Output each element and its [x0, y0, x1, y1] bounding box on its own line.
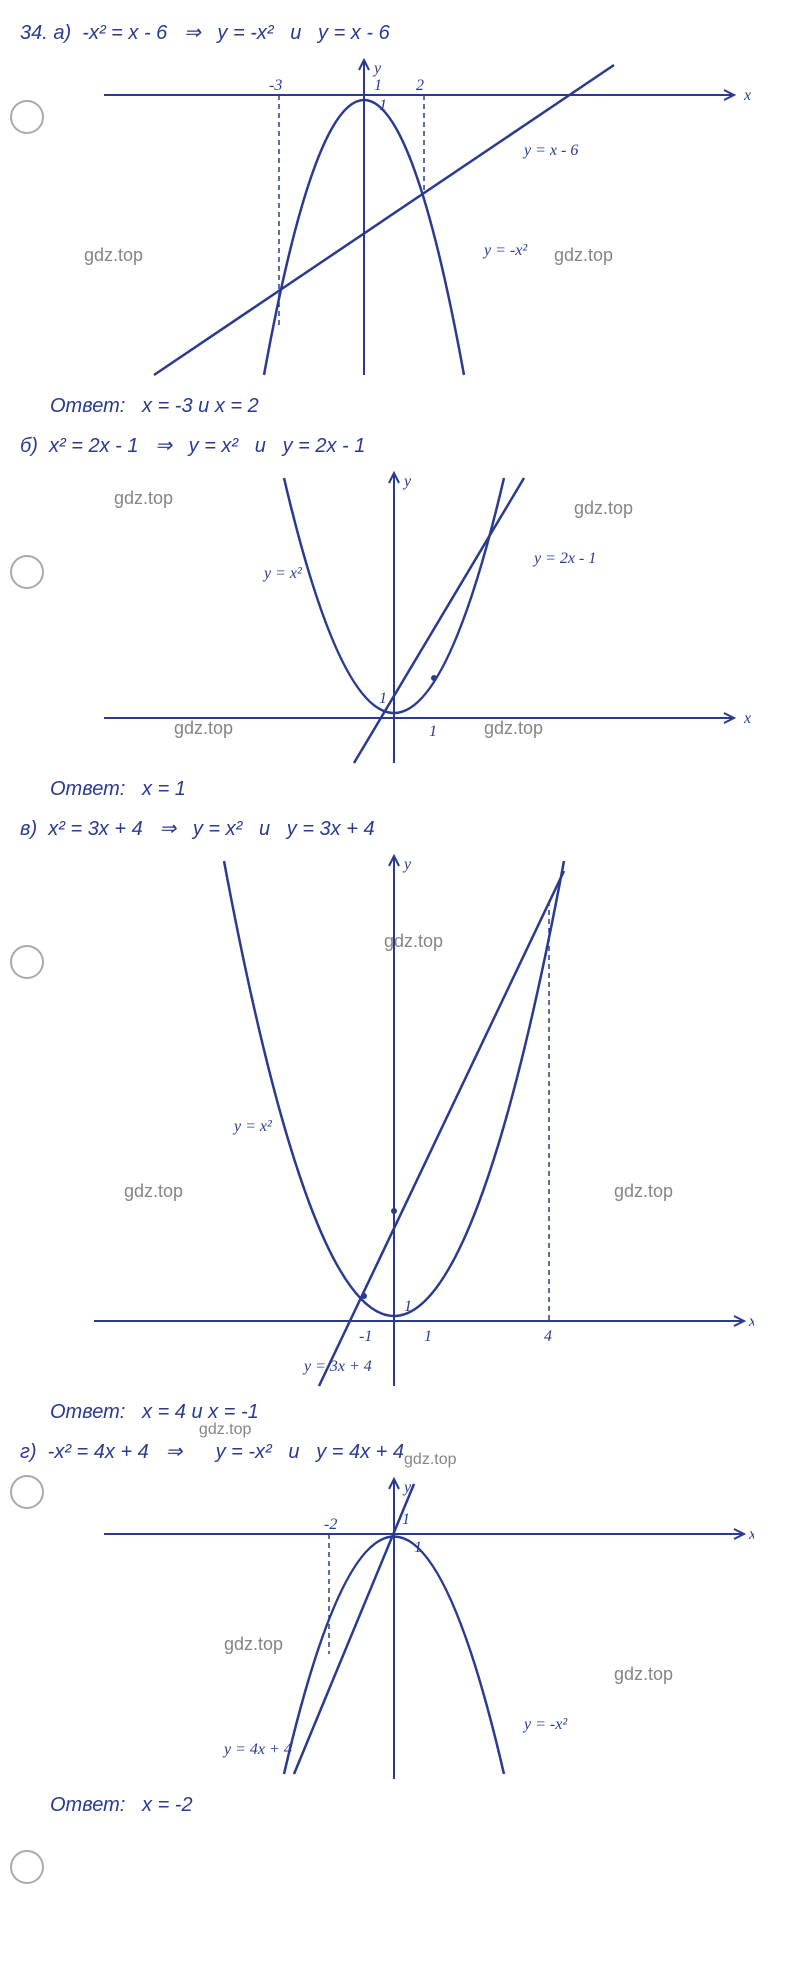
- implies: ⇒: [155, 435, 172, 457]
- answer-a: Ответ: x = -3 и x = 2: [50, 395, 788, 418]
- func1: y = -x²: [216, 1441, 272, 1463]
- equation: x² = 3x + 4: [48, 818, 143, 840]
- svg-text:2: 2: [416, 77, 424, 94]
- equation: -x² = x - 6: [82, 22, 167, 44]
- svg-text:-3: -3: [269, 77, 282, 94]
- graph-c: gdz.top gdz.top gdz.top x y 1 1 -1 4 y =…: [54, 851, 754, 1391]
- func2: y = 3x + 4: [287, 818, 375, 840]
- svg-text:y = 4x + 4: y = 4x + 4: [222, 1741, 292, 1758]
- answer-text: x = -3 и x = 2: [142, 395, 259, 417]
- svg-text:y: y: [372, 60, 382, 77]
- svg-text:4: 4: [544, 1328, 552, 1345]
- hole-punch: [10, 555, 44, 589]
- graph-d: gdz.top gdz.top x y 1 1 -2 y = -x² y = 4…: [54, 1474, 754, 1784]
- implies: ⇒: [184, 22, 201, 44]
- watermark: gdz.top: [484, 718, 543, 739]
- implies: ⇒: [165, 1441, 182, 1463]
- answer-c: Ответ: x = 4 и x = -1: [50, 1401, 788, 1424]
- answer-text: x = -2: [142, 1794, 193, 1816]
- answer-label: Ответ:: [50, 395, 125, 417]
- svg-text:-2: -2: [324, 1516, 337, 1533]
- watermark: gdz.top: [554, 245, 613, 266]
- watermark: gdz.top: [199, 1421, 251, 1439]
- answer-b: Ответ: x = 1: [50, 778, 788, 801]
- hole-punch: [10, 1475, 44, 1509]
- watermark: gdz.top: [384, 931, 443, 952]
- answer-label: Ответ:: [50, 1794, 125, 1816]
- problem-b-header: б) x² = 2x - 1 ⇒ y = x² и y = 2x - 1: [20, 433, 788, 458]
- equation: x² = 2x - 1: [49, 435, 138, 457]
- watermark: gdz.top: [114, 488, 173, 509]
- func1: y = -x²: [217, 22, 273, 44]
- svg-text:1: 1: [402, 1511, 410, 1528]
- part-label: г): [20, 1441, 37, 1463]
- problem-a-header: 34. а) -x² = x - 6 ⇒ y = -x² и y = x - 6: [20, 20, 788, 45]
- answer-label: Ответ:: [50, 1401, 125, 1423]
- svg-text:1: 1: [379, 690, 387, 707]
- svg-text:y = 3x + 4: y = 3x + 4: [302, 1358, 372, 1375]
- hole-punch: [10, 100, 44, 134]
- svg-text:-1: -1: [359, 1328, 372, 1345]
- watermark: gdz.top: [224, 1634, 283, 1655]
- watermark: gdz.top: [614, 1181, 673, 1202]
- svg-text:x: x: [743, 710, 751, 727]
- graph-svg: x y 1 1 y = x² y = 2x - 1: [54, 468, 754, 768]
- problem-d-header: г) -x² = 4x + 4 ⇒ gdz.top y = -x² и y = …: [20, 1439, 788, 1464]
- svg-text:y = -x²: y = -x²: [482, 242, 528, 259]
- watermark: gdz.top: [614, 1664, 673, 1685]
- implies: ⇒: [159, 818, 176, 840]
- svg-text:y: y: [402, 473, 412, 490]
- conj: и: [259, 818, 270, 840]
- func1: y = x²: [189, 435, 238, 457]
- func2: y = 4x + 4: [316, 1441, 404, 1463]
- svg-text:y = x - 6: y = x - 6: [522, 142, 578, 159]
- watermark: gdz.top: [84, 245, 143, 266]
- answer-d: Ответ: x = -2: [50, 1794, 788, 1817]
- part-label: а): [53, 22, 71, 44]
- watermark: gdz.top: [174, 718, 233, 739]
- graph-svg: x y 1 1 -3 2 y = x - 6 y = -x²: [54, 55, 754, 385]
- answer-text: x = 1: [142, 778, 186, 800]
- svg-text:x: x: [743, 87, 751, 104]
- hole-punch: [10, 1850, 44, 1884]
- svg-text:y = 2x - 1: y = 2x - 1: [532, 550, 596, 567]
- svg-text:1: 1: [424, 1328, 432, 1345]
- svg-text:x: x: [748, 1313, 754, 1330]
- svg-text:y = x²: y = x²: [232, 1118, 273, 1135]
- svg-text:y = x²: y = x²: [262, 565, 303, 582]
- graph-b: gdz.top gdz.top gdz.top gdz.top x y 1 1 …: [54, 468, 754, 768]
- part-label: в): [20, 818, 37, 840]
- svg-text:y: y: [402, 856, 412, 873]
- hole-punch: [10, 945, 44, 979]
- svg-text:1: 1: [429, 723, 437, 740]
- problem-c-header: в) x² = 3x + 4 ⇒ y = x² и y = 3x + 4: [20, 816, 788, 841]
- graph-a: gdz.top gdz.top x y 1 1 -3 2 y = x - 6 y…: [54, 55, 754, 385]
- part-label: б): [20, 435, 38, 457]
- svg-text:y = -x²: y = -x²: [522, 1716, 568, 1733]
- conj: и: [255, 435, 266, 457]
- answer-label: Ответ:: [50, 778, 125, 800]
- conj: и: [290, 22, 301, 44]
- watermark: gdz.top: [124, 1181, 183, 1202]
- func1: y = x²: [193, 818, 242, 840]
- watermark: gdz.top: [404, 1451, 456, 1469]
- func2: y = x - 6: [318, 22, 390, 44]
- equation: -x² = 4x + 4: [48, 1441, 149, 1463]
- problem-number: 34.: [20, 22, 48, 44]
- answer-text: x = 4 и x = -1: [142, 1401, 259, 1423]
- svg-text:1: 1: [374, 77, 382, 94]
- watermark: gdz.top: [574, 498, 633, 519]
- svg-text:x: x: [748, 1526, 754, 1543]
- func2: y = 2x - 1: [283, 435, 366, 457]
- conj: и: [288, 1441, 299, 1463]
- graph-svg: x y 1 1 -2 y = -x² y = 4x + 4: [54, 1474, 754, 1784]
